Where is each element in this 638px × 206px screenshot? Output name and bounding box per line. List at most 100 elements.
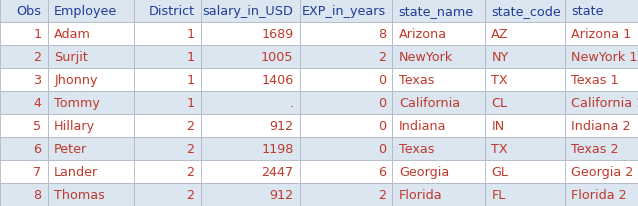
Bar bbox=[134, 160, 201, 183]
Bar bbox=[392, 137, 485, 160]
Text: 8: 8 bbox=[378, 28, 386, 41]
Text: Employee: Employee bbox=[54, 5, 117, 18]
Text: IN: IN bbox=[491, 119, 505, 132]
Text: 6: 6 bbox=[378, 165, 386, 178]
Bar bbox=[134, 23, 201, 46]
Text: 1: 1 bbox=[186, 28, 195, 41]
Bar bbox=[485, 115, 565, 137]
Text: 2: 2 bbox=[186, 165, 195, 178]
Text: 8: 8 bbox=[33, 188, 41, 201]
Text: 2447: 2447 bbox=[262, 165, 293, 178]
Text: Peter: Peter bbox=[54, 142, 87, 155]
Text: 0: 0 bbox=[378, 119, 386, 132]
Bar bbox=[48, 69, 134, 91]
Text: Obs: Obs bbox=[17, 5, 41, 18]
Bar bbox=[300, 0, 392, 23]
Bar bbox=[485, 46, 565, 69]
Bar bbox=[392, 160, 485, 183]
Text: District: District bbox=[149, 5, 195, 18]
Bar bbox=[48, 115, 134, 137]
Bar bbox=[485, 69, 565, 91]
Text: Georgia 2: Georgia 2 bbox=[571, 165, 634, 178]
Bar bbox=[134, 115, 201, 137]
Text: state_name: state_name bbox=[399, 5, 474, 18]
Bar bbox=[565, 46, 638, 69]
Text: 1: 1 bbox=[186, 51, 195, 64]
Text: Hillary: Hillary bbox=[54, 119, 95, 132]
Bar bbox=[565, 0, 638, 23]
Bar bbox=[0, 183, 48, 206]
Text: 1406: 1406 bbox=[261, 74, 293, 87]
Bar bbox=[392, 183, 485, 206]
Text: 2: 2 bbox=[378, 188, 386, 201]
Text: TX: TX bbox=[491, 74, 508, 87]
Bar bbox=[201, 137, 300, 160]
Bar bbox=[0, 91, 48, 115]
Text: Indiana 2: Indiana 2 bbox=[571, 119, 630, 132]
Text: 4: 4 bbox=[33, 97, 41, 109]
Bar bbox=[392, 46, 485, 69]
Text: Florida: Florida bbox=[399, 188, 442, 201]
Text: 2: 2 bbox=[186, 119, 195, 132]
Text: 2: 2 bbox=[378, 51, 386, 64]
Text: 2: 2 bbox=[33, 51, 41, 64]
Bar bbox=[565, 69, 638, 91]
Bar bbox=[485, 160, 565, 183]
Text: Arizona 1: Arizona 1 bbox=[571, 28, 631, 41]
Text: Texas 1: Texas 1 bbox=[571, 74, 619, 87]
Text: 0: 0 bbox=[378, 74, 386, 87]
Bar bbox=[201, 183, 300, 206]
Bar bbox=[48, 0, 134, 23]
Text: 1: 1 bbox=[186, 97, 195, 109]
Text: Florida 2: Florida 2 bbox=[571, 188, 627, 201]
Bar bbox=[485, 0, 565, 23]
Text: 1005: 1005 bbox=[261, 51, 293, 64]
Bar bbox=[0, 46, 48, 69]
Text: AZ: AZ bbox=[491, 28, 509, 41]
Bar bbox=[201, 160, 300, 183]
Text: NewYork 1: NewYork 1 bbox=[571, 51, 637, 64]
Bar bbox=[201, 46, 300, 69]
Bar bbox=[134, 0, 201, 23]
Bar bbox=[48, 160, 134, 183]
Text: state: state bbox=[571, 5, 604, 18]
Text: EXP_in_years: EXP_in_years bbox=[302, 5, 386, 18]
Bar bbox=[0, 137, 48, 160]
Text: Adam: Adam bbox=[54, 28, 91, 41]
Text: Texas 2: Texas 2 bbox=[571, 142, 618, 155]
Bar bbox=[392, 91, 485, 115]
Text: CL: CL bbox=[491, 97, 507, 109]
Text: 0: 0 bbox=[378, 97, 386, 109]
Text: 2: 2 bbox=[186, 188, 195, 201]
Bar bbox=[392, 69, 485, 91]
Bar bbox=[565, 137, 638, 160]
Text: 1: 1 bbox=[186, 74, 195, 87]
Text: salary_in_USD: salary_in_USD bbox=[203, 5, 293, 18]
Text: 3: 3 bbox=[33, 74, 41, 87]
Bar bbox=[48, 183, 134, 206]
Text: Tommy: Tommy bbox=[54, 97, 100, 109]
Text: 1198: 1198 bbox=[261, 142, 293, 155]
Text: 0: 0 bbox=[378, 142, 386, 155]
Bar bbox=[485, 183, 565, 206]
Bar bbox=[300, 160, 392, 183]
Bar bbox=[0, 23, 48, 46]
Bar bbox=[300, 137, 392, 160]
Text: TX: TX bbox=[491, 142, 508, 155]
Bar bbox=[134, 69, 201, 91]
Bar bbox=[392, 0, 485, 23]
Bar bbox=[392, 23, 485, 46]
Bar bbox=[300, 23, 392, 46]
Bar bbox=[392, 115, 485, 137]
Text: Georgia: Georgia bbox=[399, 165, 449, 178]
Text: Arizona: Arizona bbox=[399, 28, 447, 41]
Bar bbox=[300, 46, 392, 69]
Text: Surjit: Surjit bbox=[54, 51, 88, 64]
Bar bbox=[565, 91, 638, 115]
Bar bbox=[565, 183, 638, 206]
Bar bbox=[485, 23, 565, 46]
Text: 912: 912 bbox=[269, 188, 293, 201]
Bar bbox=[300, 115, 392, 137]
Text: California 1: California 1 bbox=[571, 97, 638, 109]
Bar bbox=[134, 183, 201, 206]
